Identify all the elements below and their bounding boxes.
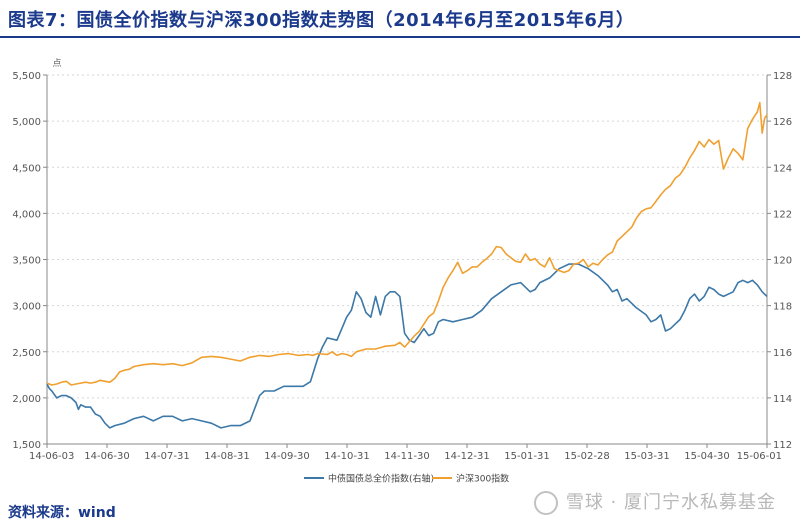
x-tick-label: 14-09-30: [264, 451, 309, 462]
x-tick-label: 14-08-31: [204, 451, 249, 462]
x-tick-label: 14-10-31: [324, 451, 369, 462]
chart-title: 图表7：国债全价指数与沪深300指数走势图（2014年6月至2015年6月）: [8, 10, 635, 31]
left-tick-label: 2,000: [12, 394, 41, 405]
title-divider: [0, 36, 800, 38]
watermark-text: 雪球 · 厦门宁水私募基金: [565, 492, 776, 513]
left-tick-label: 4,000: [12, 209, 41, 220]
x-tick-label: 15-06-01: [737, 451, 782, 462]
left-tick-label: 3,500: [12, 256, 41, 267]
x-tick-label: 15-04-30: [684, 451, 729, 462]
left-axis-ticks: 1,500 2,000 2,500 3,000 3,500 4,000 4,500 5,000…: [12, 71, 41, 451]
left-tick-label: 2,500: [12, 348, 41, 359]
x-tick-label: 14-11-30: [384, 451, 429, 462]
bond-index-line: [46, 263, 768, 429]
left-tick-label: 5,000: [12, 117, 41, 128]
x-tick-label: 15-02-28: [564, 451, 609, 462]
x-tick-label: 15-03-31: [624, 451, 669, 462]
right-tick-label: 118: [773, 302, 792, 313]
x-tick-label: 14-07-31: [144, 451, 189, 462]
chart: 点 1,500 2,000 2,500 3,000 3,500 4,000 4,500 5,0…: [12, 58, 792, 485]
left-axis-unit: 点: [52, 58, 61, 69]
right-tick-label: 122: [773, 209, 792, 220]
watermark: 雪球 · 厦门宁水私募基金: [533, 488, 776, 515]
csi300-line: [46, 101, 768, 386]
right-axis-ticks: 112 114 116 118 120 122 124 126 128: [773, 71, 792, 451]
left-tick-label: 1,500: [12, 440, 41, 451]
right-tick-label: 112: [773, 440, 792, 451]
left-tick-label: 4,500: [12, 163, 41, 174]
right-tick-label: 128: [773, 71, 792, 82]
legend-item-bond-label: 中债国债总全价指数(右轴): [328, 473, 434, 485]
right-tick-label: 124: [773, 163, 792, 174]
x-tick-label: 14-06-03: [29, 451, 74, 462]
right-tick-label: 120: [773, 256, 792, 267]
legend-item-csi300-label: 沪深300指数: [456, 473, 509, 485]
left-tick-label: 5,500: [12, 71, 41, 82]
right-tick-label: 114: [773, 394, 792, 405]
right-tick-label: 116: [773, 348, 792, 359]
source-note: 资料来源：wind: [8, 505, 116, 521]
grid-lines: [47, 74, 767, 399]
series-lines: [46, 101, 768, 429]
legend: 中债国债总全价指数(右轴) 沪深300指数: [304, 473, 509, 485]
axes: 点: [43, 58, 771, 448]
snowball-logo-icon: [533, 491, 558, 515]
x-tick-label: 15-01-31: [504, 451, 549, 462]
x-tick-label: 14-12-31: [444, 451, 489, 462]
right-tick-label: 126: [773, 117, 792, 128]
left-tick-label: 3,000: [12, 302, 41, 313]
x-tick-label: 14-06-30: [84, 451, 129, 462]
x-axis-ticks: 14-06-03 14-06-30 14-07-31 14-08-31 14-09-30…: [29, 451, 782, 462]
